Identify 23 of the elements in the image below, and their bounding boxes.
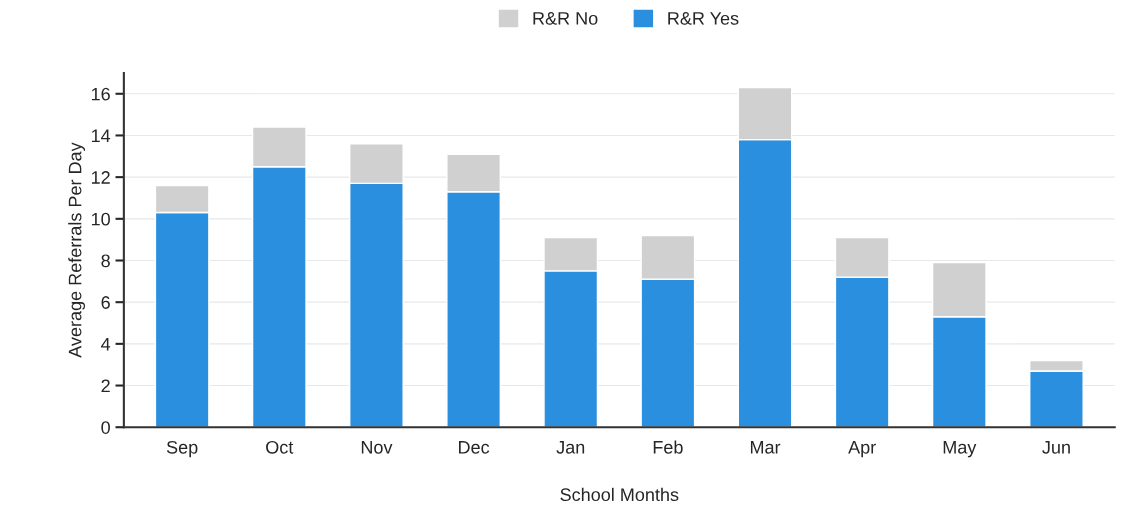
x-tick-label: Oct	[266, 440, 294, 454]
x-tick-label: May	[943, 441, 977, 458]
x-tick-label: Feb	[653, 440, 683, 454]
x-tick-label: Mar	[750, 441, 781, 454]
x-tick-label: Dec	[459, 441, 490, 454]
y-tick-label: 6	[101, 296, 110, 309]
x-tick-label: Jun	[1042, 441, 1070, 454]
y-tick-label: 14	[91, 129, 111, 142]
y-tick-label: 10	[91, 212, 110, 226]
y-tick-label: 0	[101, 421, 110, 434]
y-tick-label: 4	[101, 337, 111, 351]
x-tick-label: Sep	[166, 440, 198, 458]
x-tick-label: Nov	[361, 441, 393, 454]
legend-label: R&R Yes	[668, 12, 739, 25]
y-tick-label: 12	[91, 171, 110, 184]
y-tick-label: 2	[101, 379, 110, 393]
legend-label: R&R No	[533, 12, 598, 25]
y-tick-label: 8	[101, 254, 110, 268]
y-axis-title: Average Referrals Per Day	[68, 142, 86, 358]
x-tick-label: Apr	[848, 441, 876, 458]
x-tick-label: Jan	[556, 441, 585, 454]
x-axis-title: School Months	[560, 487, 679, 502]
y-tick-label: 16	[91, 87, 110, 101]
